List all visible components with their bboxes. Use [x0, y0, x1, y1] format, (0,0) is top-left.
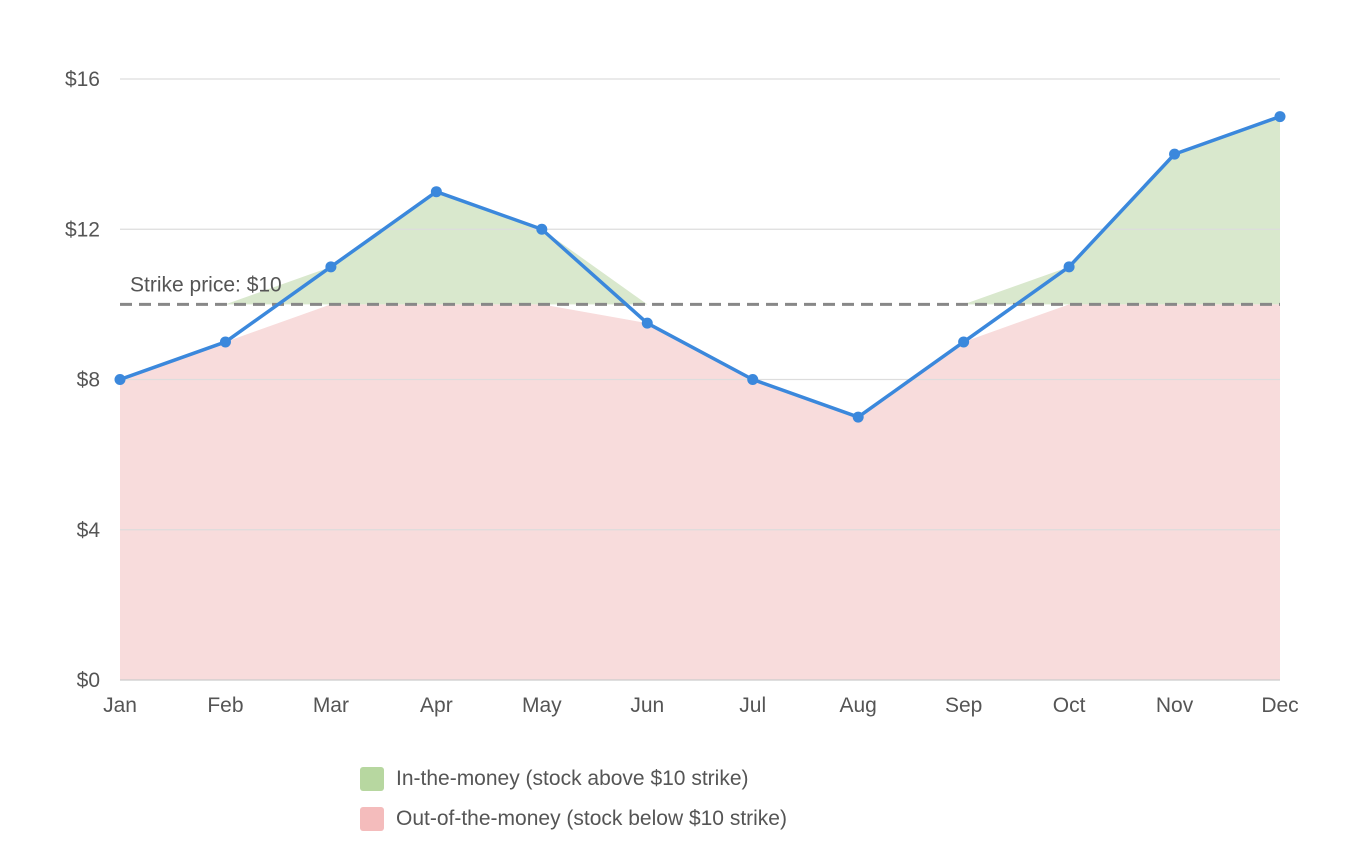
legend-item-out-of-the-money: Out-of-the-money (stock below $10 strike…	[360, 806, 787, 832]
x-tick-label: Jan	[103, 694, 137, 717]
x-tick-label: Dec	[1261, 694, 1298, 717]
x-tick-label: Feb	[207, 694, 243, 717]
x-tick-label: Mar	[313, 694, 349, 717]
gridlines	[120, 78, 1280, 681]
x-tick-label: Aug	[839, 694, 876, 717]
x-tick-label: Apr	[420, 694, 453, 717]
strike-reference-line: Strike price: $10	[120, 273, 1280, 306]
legend-swatch-out-of-the-money	[360, 807, 384, 831]
y-tick-label: $12	[65, 218, 100, 241]
x-tick-label: Jun	[630, 694, 664, 717]
strike-price-chart: $0 $4 $8 $12 $16 Jan Feb Mar Apr May Jun Jul Aug Sep…	[65, 68, 1299, 717]
y-axis-ticks: $0 $4 $8 $12 $16	[65, 68, 100, 692]
x-tick-label: Nov	[1156, 694, 1194, 717]
data-point	[1063, 261, 1075, 273]
strike-line-label: Strike price: $10	[130, 273, 282, 296]
x-tick-label: Jul	[739, 694, 766, 717]
data-point	[747, 374, 759, 385]
data-point	[325, 261, 337, 273]
legend-label-in-the-money: In-the-money (stock above $10 strike)	[396, 767, 749, 790]
price-series	[114, 111, 1286, 423]
data-point	[1169, 148, 1181, 160]
data-point	[430, 186, 442, 198]
x-tick-label: May	[522, 694, 562, 717]
y-tick-label: $8	[77, 369, 100, 392]
legend-swatch-in-the-money	[360, 767, 384, 791]
price-line	[119, 114, 1281, 419]
x-tick-label: Sep	[945, 694, 982, 717]
data-point	[536, 223, 548, 235]
y-tick-label: $0	[77, 669, 100, 692]
in-the-money-area	[120, 116, 1280, 305]
data-point	[114, 374, 126, 385]
y-tick-label: $4	[77, 519, 101, 542]
area-fills	[120, 116, 1280, 680]
out-of-the-money-area	[120, 304, 1280, 680]
x-tick-label: Oct	[1053, 694, 1086, 717]
data-point	[641, 317, 653, 329]
data-point	[1274, 111, 1286, 123]
legend: In-the-money (stock above $10 strike) Ou…	[360, 766, 787, 846]
x-axis-ticks: Jan Feb Mar Apr May Jun Jul Aug Sep Oct Nov Dec	[103, 694, 1299, 717]
y-tick-label: $16	[65, 68, 100, 91]
data-point	[219, 336, 231, 348]
data-point	[958, 336, 970, 348]
legend-label-out-of-the-money: Out-of-the-money (stock below $10 strike…	[396, 807, 787, 830]
data-point	[852, 411, 864, 423]
legend-item-in-the-money: In-the-money (stock above $10 strike)	[360, 766, 787, 792]
